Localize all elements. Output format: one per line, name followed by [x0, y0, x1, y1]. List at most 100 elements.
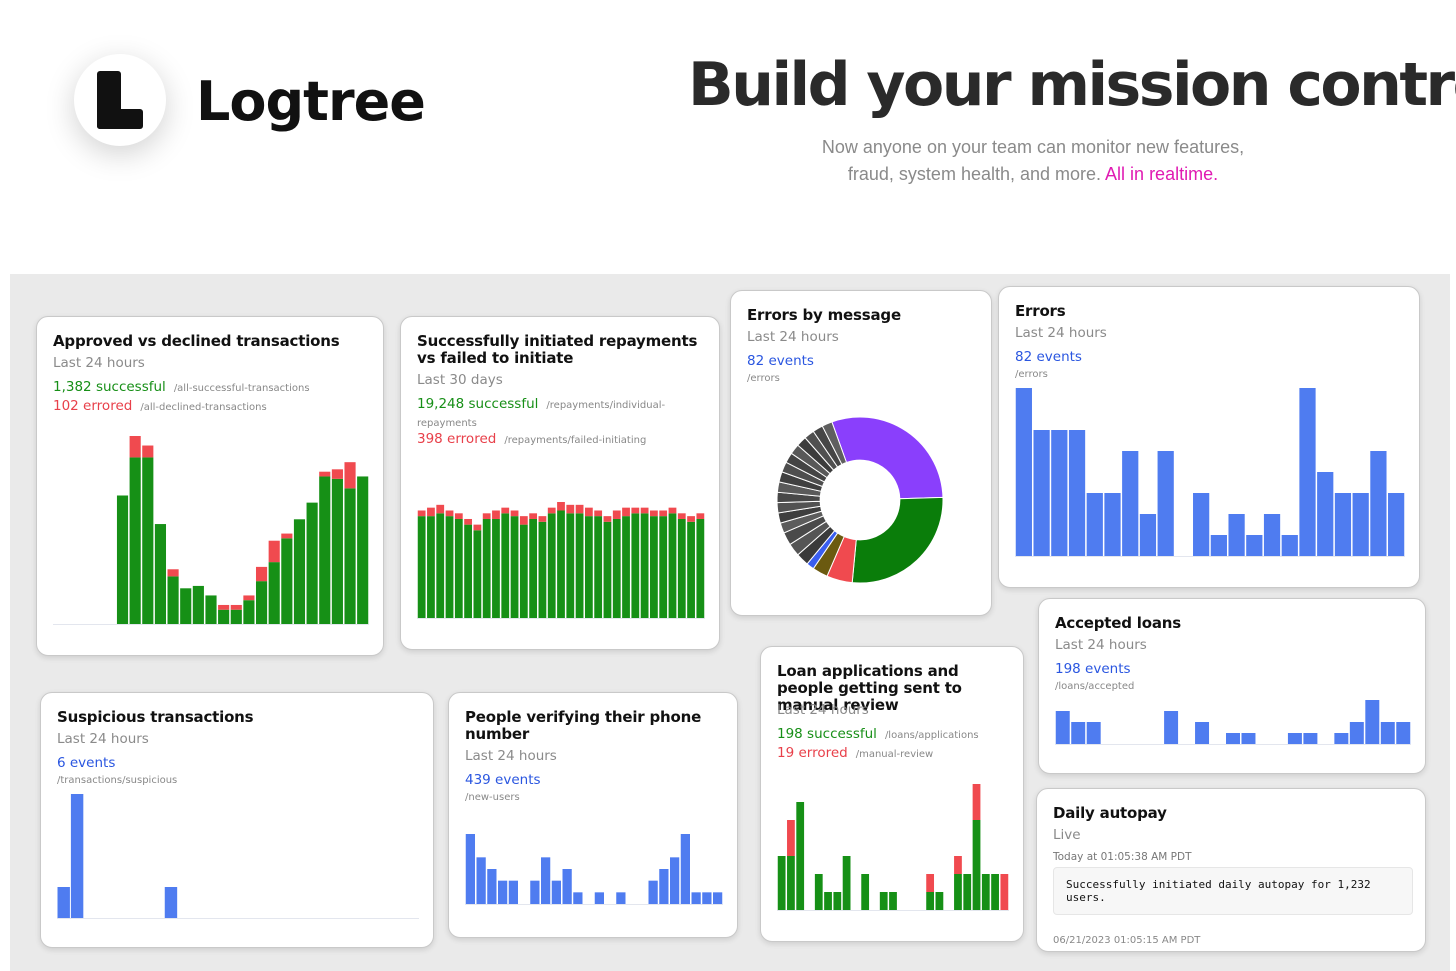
successful-bar [492, 518, 500, 618]
errored-bar [529, 513, 538, 519]
success-path: /repayments/individual-repayments [417, 400, 666, 429]
hero-subline-1: Now anyone on your team can monitor new … [821, 137, 1245, 157]
card-title: Successfully initiated repayments vs fai… [417, 332, 698, 367]
card-title: Accepted loans [1055, 614, 1181, 632]
events-path: /transactions/suspicious [57, 775, 178, 786]
successful-bar [889, 892, 897, 910]
success-count: 1,382 successful [53, 379, 166, 395]
successful-bar [180, 588, 192, 624]
events-path: /errors [747, 373, 780, 384]
event-bar [1263, 514, 1281, 556]
event-bar [1104, 493, 1121, 556]
card-subtitle: Last 24 hours [777, 702, 869, 718]
card-approved-vs-declined[interactable]: Approved vs declined transactions Last 2… [36, 316, 384, 656]
successful-bar [116, 495, 129, 624]
error-metric: 398 errored/repayments/failed-initiating [417, 431, 646, 447]
errored-bar [473, 524, 482, 531]
event-bar [680, 834, 690, 904]
card-title: Errors by message [747, 306, 901, 324]
event-bar [1157, 451, 1174, 556]
errored-bar [557, 502, 565, 511]
donut-slice [851, 496, 944, 584]
errored-bar [575, 504, 584, 514]
successful-bar [281, 538, 293, 624]
event-bar [164, 887, 178, 918]
successful-bar [519, 524, 528, 618]
successful-bar [167, 576, 179, 624]
errored-bar [668, 507, 677, 514]
card-title: Daily autopay [1053, 804, 1167, 822]
errored-bar [142, 445, 154, 458]
error-count: 19 errored [777, 745, 848, 761]
successful-bar [445, 516, 454, 618]
event-bar [476, 857, 486, 904]
error-metric: 19 errored/manual-review [777, 745, 933, 761]
errored-bar [787, 820, 795, 856]
successful-bar [687, 521, 695, 618]
successful-bar [787, 856, 795, 910]
successful-bar [482, 518, 491, 618]
errored-bar [696, 513, 705, 519]
successful-bar [879, 892, 888, 910]
successful-bar [796, 802, 805, 910]
successful-bar [575, 513, 584, 618]
error-path: /all-declined-transactions [140, 402, 267, 413]
successful-bar [963, 874, 972, 910]
card-loan-applications[interactable]: Loan applications and people getting sen… [760, 646, 1024, 942]
error-path: /repayments/failed-initiating [504, 435, 647, 446]
event-bar [1246, 535, 1263, 556]
errored-bar [445, 510, 454, 517]
event-bar [1139, 514, 1157, 556]
repayments-bar-chart [417, 502, 705, 619]
errored-bar [612, 510, 621, 519]
event-bar [1193, 493, 1210, 556]
event-bar [1086, 722, 1101, 744]
event-bar [1303, 733, 1318, 744]
loan-applications-bar-chart [777, 784, 1009, 911]
card-subtitle: Last 24 hours [747, 329, 839, 345]
card-daily-autopay[interactable]: Daily autopay Live Today at 01:05:38 AM … [1036, 788, 1426, 952]
card-subtitle: Last 24 hours [465, 748, 557, 764]
successful-bar [824, 892, 832, 910]
errored-bar [594, 510, 603, 517]
events-count: 82 events [747, 353, 814, 369]
events-count: 198 events [1055, 661, 1131, 677]
event-bar [1071, 722, 1086, 744]
logtree-l-logo-icon [97, 71, 143, 129]
errored-bar [622, 507, 630, 517]
next-log-timestamp: 06/21/2023 01:05:15 AM PDT [1053, 935, 1201, 946]
phone-verification-bar-chart [465, 834, 723, 905]
hero-subline-2: fraud, system health, and more. [847, 164, 1102, 184]
event-bar [1055, 711, 1070, 744]
card-phone-verification[interactable]: People verifying their phone number Last… [448, 692, 738, 938]
errored-bar [344, 462, 356, 489]
successful-bar [814, 874, 823, 910]
event-bar [562, 869, 572, 904]
successful-bar [417, 516, 426, 618]
card-errors-by-message[interactable]: Errors by message Last 24 hours 82 event… [730, 290, 992, 616]
success-metric: 198 successful/loans/applications [777, 726, 979, 742]
error-count: 398 errored [417, 431, 497, 447]
successful-bar [926, 892, 935, 910]
successful-bar [861, 874, 870, 910]
suspicious-bar-chart [57, 794, 419, 919]
event-bar [1033, 430, 1050, 556]
event-bar [498, 880, 508, 904]
hero-subline-accent: All in realtime. [1105, 164, 1219, 184]
donut-slice [821, 421, 848, 466]
event-bar [1349, 722, 1364, 744]
card-suspicious-transactions[interactable]: Suspicious transactions Last 24 hours 6 … [40, 692, 434, 948]
card-accepted-loans[interactable]: Accepted loans Last 24 hours 198 events … [1038, 598, 1426, 774]
card-errors[interactable]: Errors Last 24 hours 82 events /errors [998, 286, 1420, 588]
event-bar [1195, 722, 1210, 744]
successful-bar [331, 478, 343, 624]
event-bar [487, 869, 497, 904]
successful-bar [631, 513, 640, 618]
event-bar [1334, 493, 1352, 556]
card-repayments[interactable]: Successfully initiated repayments vs fai… [400, 316, 720, 650]
successful-bar [142, 457, 154, 624]
event-bar [713, 892, 723, 904]
errored-bar [538, 516, 547, 522]
event-bar [551, 880, 561, 904]
successful-bar [612, 518, 621, 618]
